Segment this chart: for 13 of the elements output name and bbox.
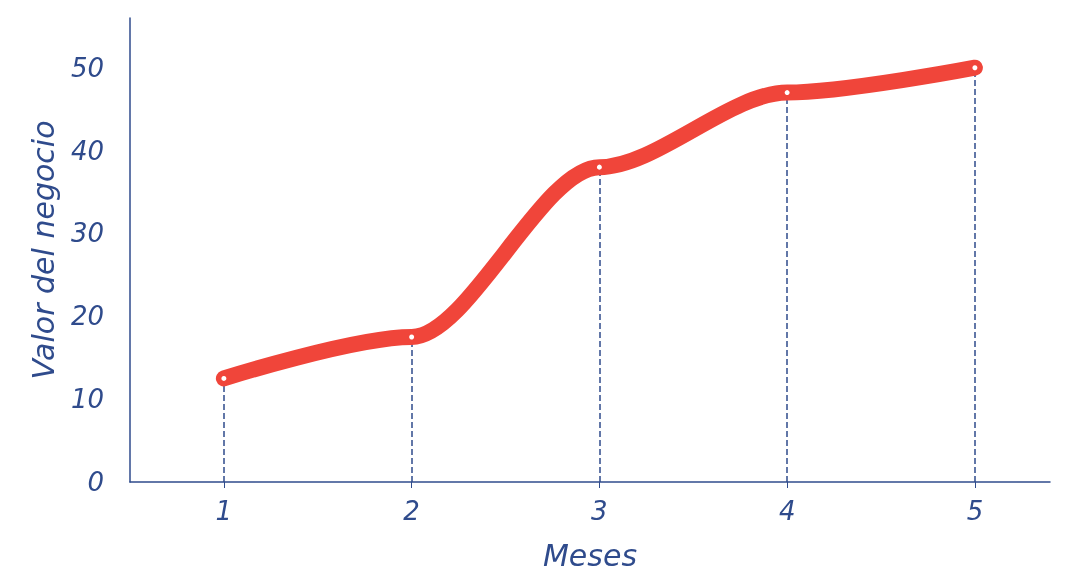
y-tick-label: 30: [70, 218, 104, 249]
x-tick-label: 3: [591, 496, 608, 526]
x-tick-label: 4: [778, 496, 796, 526]
x-tick-label: 5: [966, 496, 984, 526]
x-tick-label: 1: [215, 496, 233, 526]
x-tick-label: 2: [403, 496, 420, 526]
y-tick-label: 50: [70, 52, 104, 83]
y-tick-label: 10: [70, 384, 104, 415]
y-tick-label: 40: [70, 135, 104, 166]
x-axis-title: Meses: [542, 537, 638, 573]
y-axis-title: Valor del negocio: [25, 120, 61, 380]
y-tick-label: 0: [87, 467, 104, 497]
y-tick-label: 20: [70, 301, 104, 332]
